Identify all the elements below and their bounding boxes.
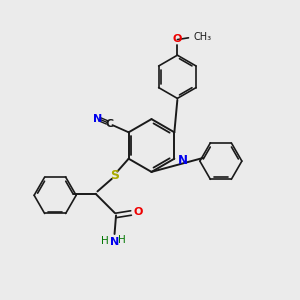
Text: N: N [178,154,188,167]
Text: H: H [101,236,109,246]
Text: N: N [93,113,102,124]
Text: CH₃: CH₃ [194,32,212,42]
Text: N: N [110,237,119,247]
Text: C: C [106,119,114,129]
Text: O: O [133,207,142,218]
Text: O: O [173,34,182,44]
Text: S: S [110,169,119,182]
Text: H: H [118,235,126,245]
